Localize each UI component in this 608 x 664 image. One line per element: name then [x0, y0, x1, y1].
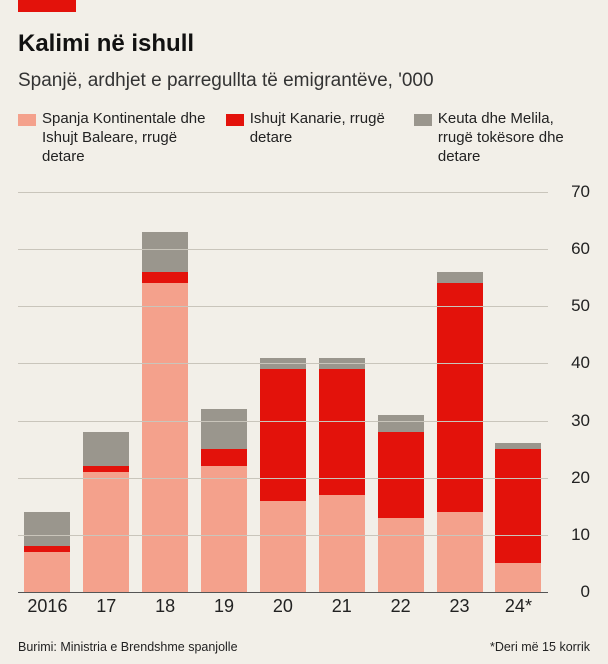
bar-segment-mainland: [201, 466, 247, 592]
bar-group: [260, 358, 306, 592]
bar-group: [201, 409, 247, 592]
bar-segment-ceuta: [437, 272, 483, 283]
bar-segment-mainland: [260, 501, 306, 592]
bar-group: [24, 512, 70, 592]
y-tick-label: 10: [554, 525, 590, 545]
grid-line: [18, 535, 548, 536]
bar-segment-mainland: [83, 472, 129, 592]
bar-segment-mainland: [495, 563, 541, 592]
legend-label: Spanja Kontinentale dhe Ishujt Baleare, …: [42, 110, 214, 166]
x-tick-label: 18: [142, 596, 188, 617]
grid-line: [18, 306, 548, 307]
bar-segment-ceuta: [201, 409, 247, 449]
bar-segment-mainland: [437, 512, 483, 592]
bar-segment-canary: [495, 449, 541, 563]
y-tick-label: 40: [554, 353, 590, 373]
bar-segment-ceuta: [142, 232, 188, 272]
x-tick-label: 23: [437, 596, 483, 617]
bar-segment-canary: [319, 369, 365, 495]
y-tick-label: 20: [554, 468, 590, 488]
bar-group: [495, 443, 541, 592]
legend-item: Ishujt Kanarie, rrugë detare: [226, 110, 402, 166]
x-tick-label: 2016: [24, 596, 70, 617]
grid-line: [18, 192, 548, 193]
legend: Spanja Kontinentale dhe Ishujt Baleare, …: [18, 110, 590, 166]
x-tick-label: 21: [319, 596, 365, 617]
chart-subtitle: Spanjë, ardhjet e parregullta të emigran…: [18, 70, 434, 92]
grid-line: [18, 592, 548, 593]
bar-segment-canary: [142, 272, 188, 283]
bar-segment-mainland: [142, 283, 188, 592]
bar-segment-ceuta: [24, 512, 70, 546]
bar-segment-canary: [260, 369, 306, 500]
bar-group: [319, 358, 365, 592]
bar-group: [83, 432, 129, 592]
y-tick-label: 30: [554, 411, 590, 431]
source-text: Burimi: Ministria e Brendshme spanjolle: [18, 640, 238, 654]
y-tick-label: 60: [554, 239, 590, 259]
bar-segment-mainland: [319, 495, 365, 592]
plot: [18, 192, 548, 592]
y-tick-label: 70: [554, 182, 590, 202]
bar-segment-ceuta: [378, 415, 424, 432]
legend-item: Spanja Kontinentale dhe Ishujt Baleare, …: [18, 110, 214, 166]
x-tick-label: 19: [201, 596, 247, 617]
bars-container: [18, 192, 548, 592]
bar-group: [142, 232, 188, 592]
bar-group: [437, 272, 483, 592]
bar-segment-mainland: [378, 518, 424, 592]
chart-footer: Burimi: Ministria e Brendshme spanjolle …: [18, 640, 590, 654]
bar-group: [378, 415, 424, 592]
bar-segment-canary: [378, 432, 424, 518]
bar-segment-ceuta: [83, 432, 129, 466]
grid-line: [18, 249, 548, 250]
chart-area: 010203040506070: [18, 192, 590, 592]
legend-item: Keuta dhe Melila, rrugë tokësore dhe det…: [414, 110, 590, 166]
x-axis-labels: 2016 17 18 19 20 21 22 23 24*: [18, 596, 548, 617]
footnote-text: *Deri më 15 korrik: [490, 640, 590, 654]
accent-tab: [18, 0, 76, 12]
y-tick-label: 50: [554, 296, 590, 316]
legend-swatch: [414, 114, 432, 126]
x-tick-label: 22: [378, 596, 424, 617]
legend-swatch: [226, 114, 244, 126]
grid-line: [18, 421, 548, 422]
bar-segment-canary: [201, 449, 247, 466]
bar-segment-mainland: [24, 552, 70, 592]
legend-label: Keuta dhe Melila, rrugë tokësore dhe det…: [438, 110, 590, 166]
x-tick-label: 20: [260, 596, 306, 617]
x-tick-label: 17: [83, 596, 129, 617]
y-tick-label: 0: [554, 582, 590, 602]
chart-title: Kalimi në ishull: [18, 30, 194, 58]
grid-line: [18, 478, 548, 479]
grid-line: [18, 363, 548, 364]
x-tick-label: 24*: [495, 596, 541, 617]
legend-swatch: [18, 114, 36, 126]
legend-label: Ishujt Kanarie, rrugë detare: [250, 110, 402, 148]
